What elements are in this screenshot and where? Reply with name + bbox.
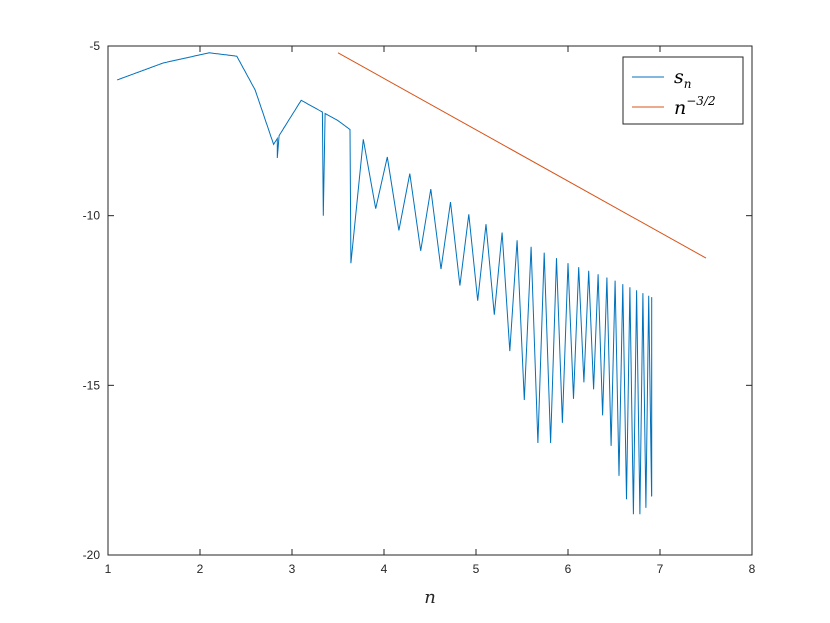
axes-frame: [107, 45, 753, 556]
legend-label-n-power-base: n: [674, 97, 686, 119]
y-tick-label: -10: [83, 209, 101, 223]
legend-label-n-power-superscript: −3/2: [686, 94, 715, 108]
legend: sn n−3/2: [622, 56, 744, 125]
legend-label-n-power: n−3/2: [674, 94, 716, 119]
y-tick-label: -15: [83, 378, 101, 392]
plot-area: [107, 45, 753, 556]
x-tick-label: 2: [197, 562, 204, 576]
y-tick-label: -20: [83, 548, 101, 562]
series-line-s-n: [117, 52, 653, 515]
series-line-n-power: [337, 52, 707, 259]
x-axis-title: n: [424, 587, 436, 608]
x-tick-label: 4: [381, 562, 388, 576]
x-tick-label: 1: [105, 562, 112, 576]
x-tick-label: 5: [473, 562, 480, 576]
x-tick-label: 8: [749, 562, 756, 576]
x-tick-label: 3: [289, 562, 296, 576]
legend-label-s-n-base: s: [674, 66, 684, 88]
legend-label-s-n: sn: [674, 66, 692, 91]
legend-label-s-n-subscript: n: [684, 77, 692, 91]
series-group: [117, 52, 707, 515]
ticks: 1 2 3 4 5 6 7 8 -5 -10 -15 -20: [83, 39, 756, 576]
x-tick-label: 7: [657, 562, 664, 576]
x-tick-label: 6: [565, 562, 572, 576]
legend-box: [622, 56, 744, 125]
y-tick-label: -5: [89, 39, 100, 53]
